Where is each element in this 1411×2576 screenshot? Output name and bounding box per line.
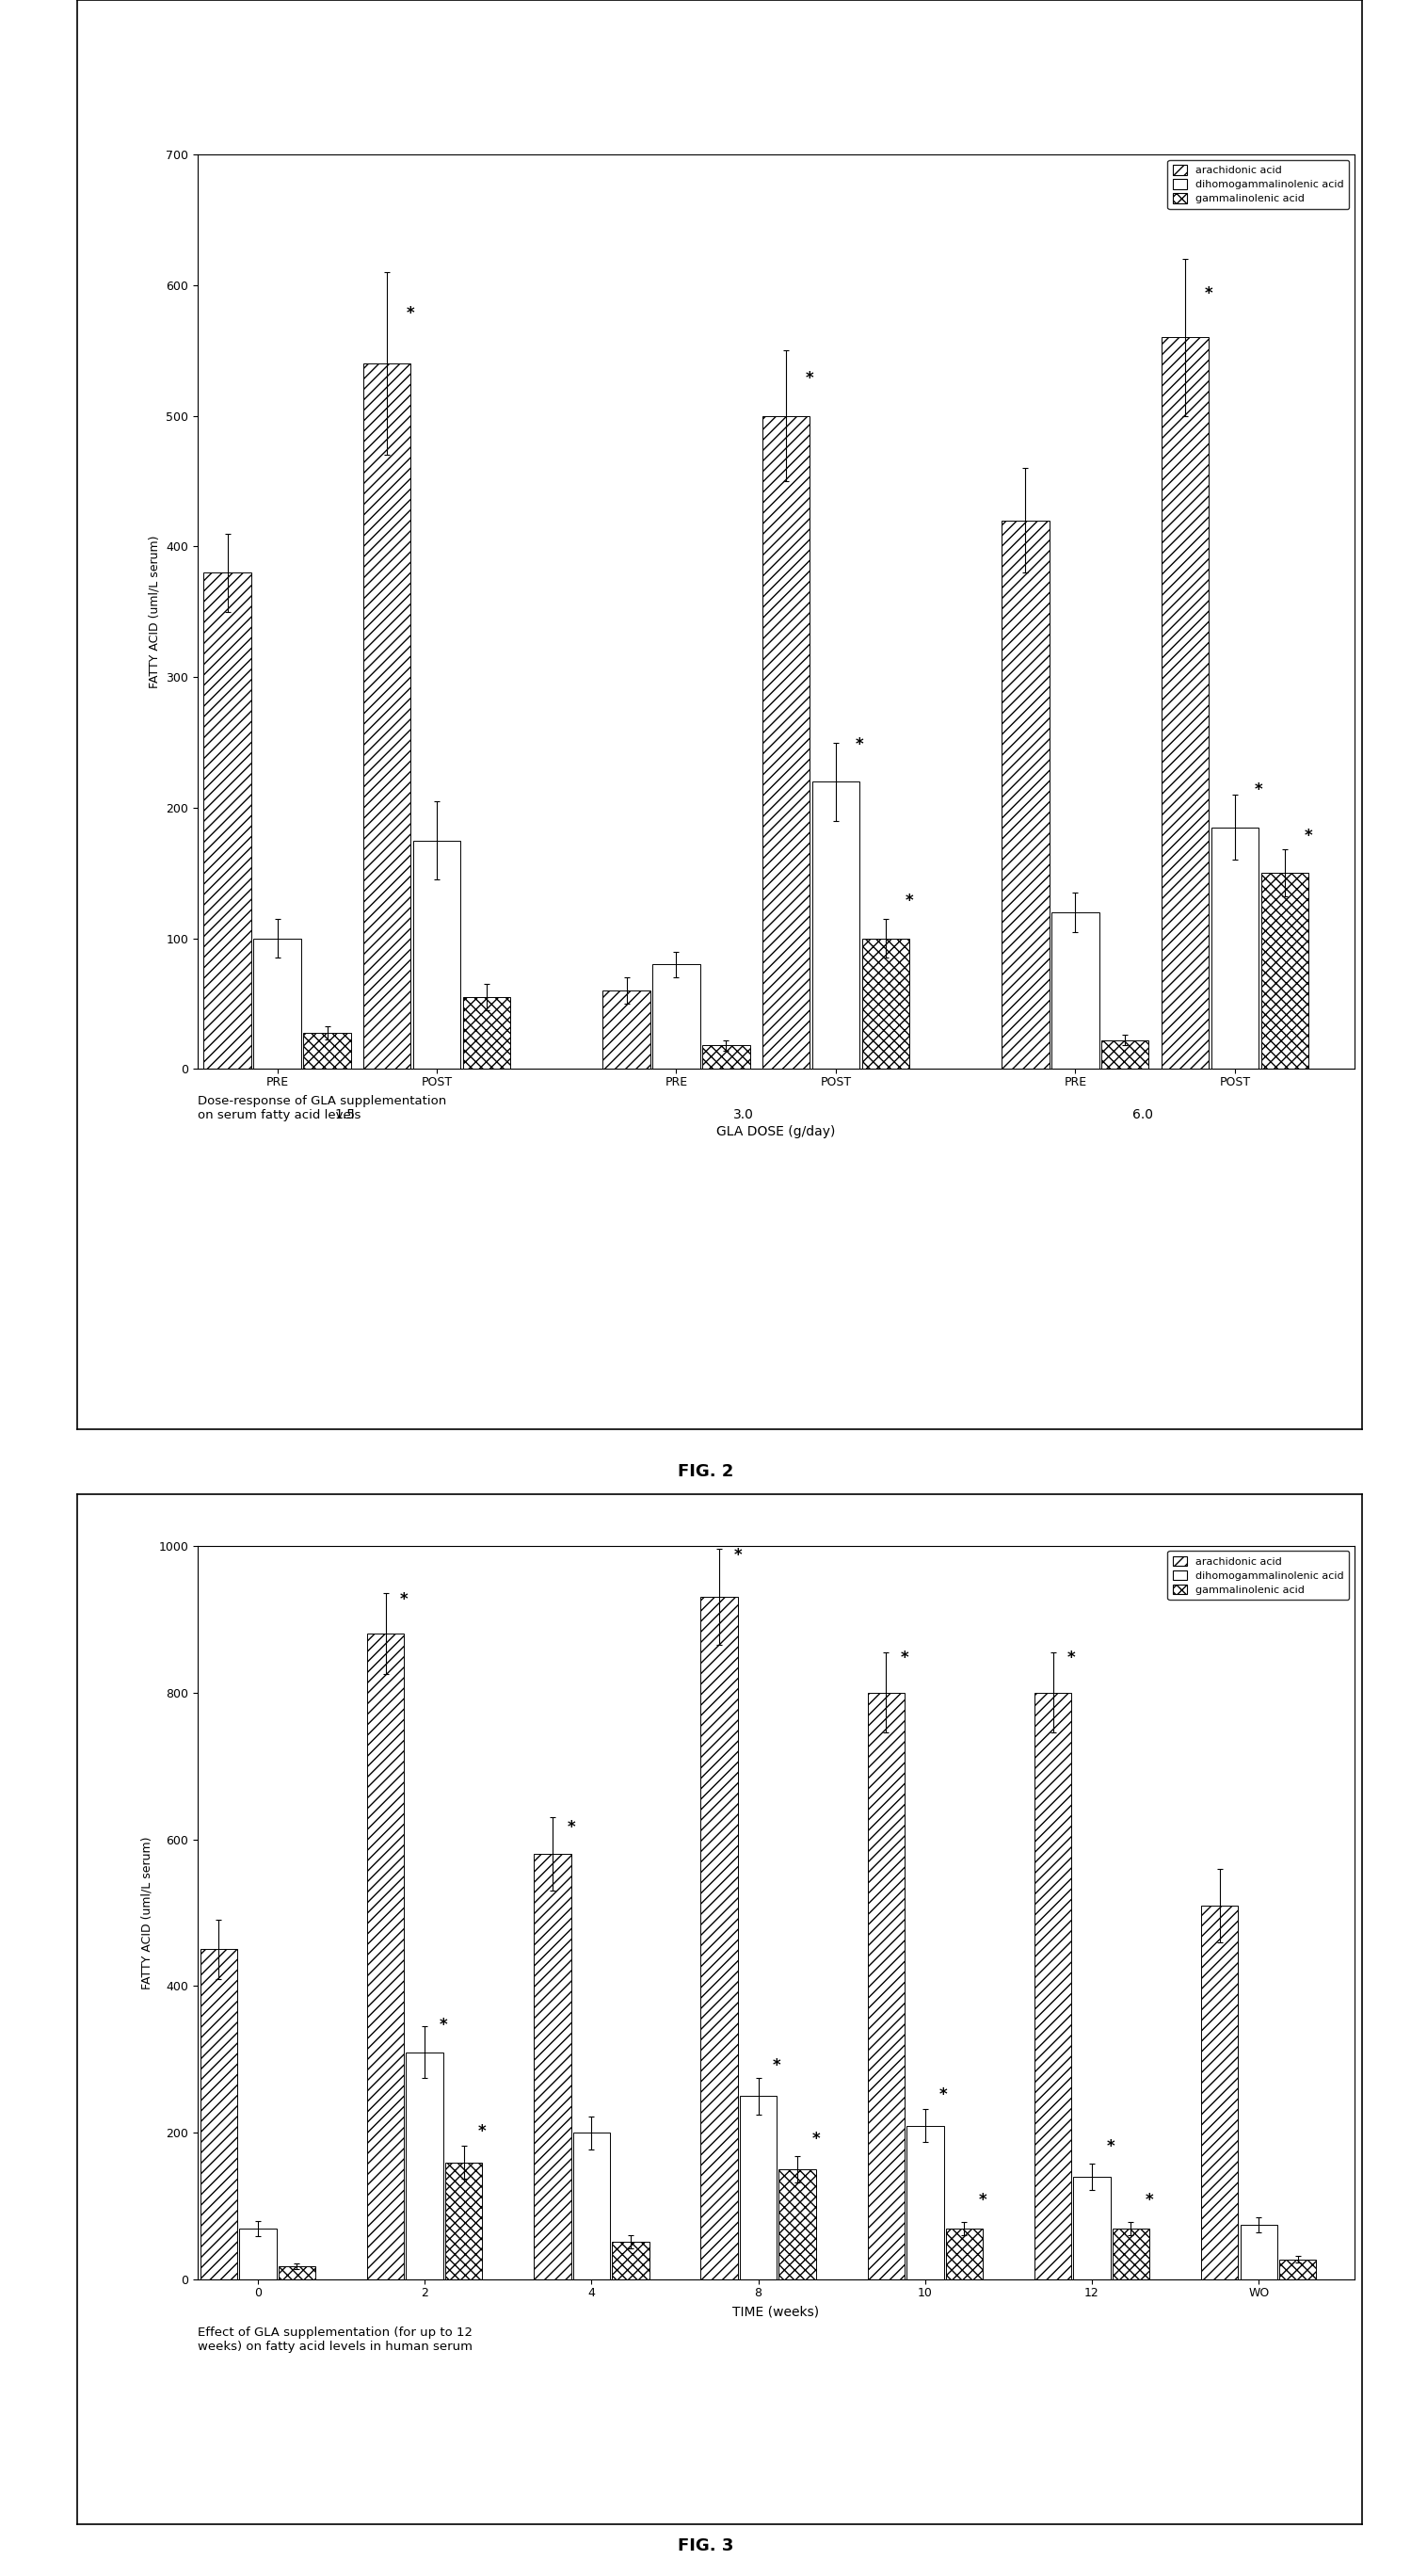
Bar xyxy=(1051,912,1099,1069)
Bar xyxy=(573,2133,610,2280)
Text: *: * xyxy=(439,2017,447,2035)
Bar xyxy=(203,572,251,1069)
Bar xyxy=(367,1633,404,2280)
Bar xyxy=(303,1033,351,1069)
Bar xyxy=(739,2097,777,2280)
Text: *: * xyxy=(900,1649,909,1667)
Text: *: * xyxy=(940,2087,948,2105)
X-axis label: GLA DOSE (g/day): GLA DOSE (g/day) xyxy=(717,1126,835,1139)
Bar xyxy=(945,2228,982,2280)
Bar xyxy=(813,781,859,1069)
Bar xyxy=(868,1692,904,2280)
Bar xyxy=(1261,873,1308,1069)
Text: 6.0: 6.0 xyxy=(1132,1108,1153,1121)
Y-axis label: FATTY ACID (uml/L serum): FATTY ACID (uml/L serum) xyxy=(148,536,161,688)
Y-axis label: FATTY ACID (uml/L serum): FATTY ACID (uml/L serum) xyxy=(141,1837,154,1989)
Bar xyxy=(1034,1692,1071,2280)
Bar xyxy=(907,2125,944,2280)
Text: Dose-response of GLA supplementation
on serum fatty acid levels: Dose-response of GLA supplementation on … xyxy=(198,1095,446,1121)
X-axis label: TIME (weeks): TIME (weeks) xyxy=(732,2306,820,2318)
Text: *: * xyxy=(1304,827,1312,845)
Text: *: * xyxy=(806,371,814,386)
Bar xyxy=(406,2053,443,2280)
Bar xyxy=(1112,2228,1150,2280)
Bar xyxy=(612,2241,649,2280)
Text: FIG. 3: FIG. 3 xyxy=(677,2537,734,2555)
Text: *: * xyxy=(811,2130,820,2148)
Bar xyxy=(862,938,910,1069)
Bar xyxy=(779,2169,816,2280)
Text: *: * xyxy=(773,2058,780,2074)
Bar xyxy=(413,840,460,1069)
Bar xyxy=(278,2267,316,2280)
Text: *: * xyxy=(1146,2192,1154,2208)
Text: 1.5: 1.5 xyxy=(334,1108,356,1121)
Text: *: * xyxy=(401,1592,408,1607)
Bar xyxy=(1201,1906,1239,2280)
Text: *: * xyxy=(979,2192,986,2208)
Bar xyxy=(1074,2177,1110,2280)
Text: *: * xyxy=(1205,286,1212,301)
Bar xyxy=(1280,2259,1316,2280)
Bar xyxy=(200,1950,237,2280)
Text: 3.0: 3.0 xyxy=(734,1108,753,1121)
Bar xyxy=(254,938,301,1069)
Bar xyxy=(703,1046,749,1069)
Text: *: * xyxy=(734,1548,742,1564)
Text: *: * xyxy=(906,894,913,909)
Text: *: * xyxy=(855,737,864,752)
Bar xyxy=(653,963,700,1069)
Text: *: * xyxy=(478,2123,487,2141)
Legend: arachidonic acid, dihomogammalinolenic acid, gammalinolenic acid: arachidonic acid, dihomogammalinolenic a… xyxy=(1167,160,1349,209)
Bar xyxy=(762,415,810,1069)
Text: *: * xyxy=(1106,2138,1115,2156)
Bar xyxy=(1161,337,1209,1069)
Bar xyxy=(364,363,411,1069)
Text: *: * xyxy=(1067,1649,1075,1667)
Bar xyxy=(1102,1041,1149,1069)
Text: Effect of GLA supplementation (for up to 12
weeks) on fatty acid levels in human: Effect of GLA supplementation (for up to… xyxy=(198,2326,473,2352)
Bar xyxy=(602,992,650,1069)
Text: *: * xyxy=(567,1819,576,1837)
Bar xyxy=(240,2228,277,2280)
Text: FIG. 2: FIG. 2 xyxy=(677,1463,734,1481)
Bar xyxy=(533,1855,571,2280)
Text: *: * xyxy=(1254,781,1263,799)
Text: *: * xyxy=(406,304,415,322)
Bar xyxy=(463,997,511,1069)
Legend: arachidonic acid, dihomogammalinolenic acid, gammalinolenic acid: arachidonic acid, dihomogammalinolenic a… xyxy=(1167,1551,1349,1600)
Bar xyxy=(446,2161,483,2280)
Bar xyxy=(1211,827,1259,1069)
Bar xyxy=(1002,520,1050,1069)
Bar xyxy=(1240,2226,1277,2280)
Bar xyxy=(701,1597,738,2280)
